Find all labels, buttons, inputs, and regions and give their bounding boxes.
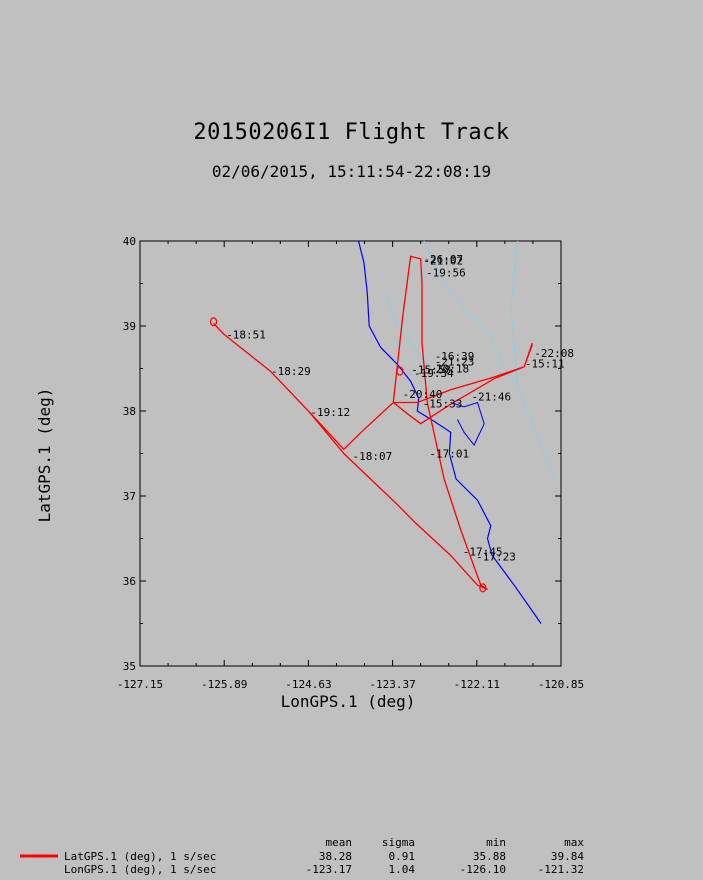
time-label: -19:34	[414, 367, 454, 380]
x-tick-label: -127.15	[117, 678, 163, 691]
time-label: -18:51	[226, 329, 266, 342]
y-tick-label: 35	[123, 660, 136, 673]
coast-line	[357, 240, 542, 624]
track-loop	[209, 317, 218, 327]
flight-track	[209, 255, 533, 593]
x-tick-label: -124.63	[285, 678, 331, 691]
time-label: -20:40	[403, 388, 443, 401]
time-label: -19:12	[310, 406, 350, 419]
time-label: -17:01	[429, 448, 469, 461]
time-label: -17:45	[463, 545, 503, 558]
time-label: -20:18	[429, 363, 469, 376]
flight-track-chart: -127.15 -125.89 -124.63 -123.37 -122.11 -120.…	[35, 235, 584, 711]
river	[510, 240, 519, 386]
time-labels: -26:07-21:02-19:56-18:51-18:29-16:39-21:…	[226, 253, 574, 563]
stats-lat-mean: 38.28	[318, 850, 352, 863]
x-tick-label: -125.89	[201, 678, 247, 691]
stats-lon-max: -121.32	[537, 863, 584, 876]
y-tick-label: 39	[123, 320, 136, 333]
time-label: -19:56	[426, 266, 466, 279]
time-label: -15:58	[411, 363, 451, 376]
y-tick-label: 38	[123, 405, 136, 418]
time-label: -17:23	[476, 550, 516, 563]
coastline	[357, 240, 542, 624]
stats-lat-min: 35.88	[472, 850, 506, 863]
time-label: -18:07	[353, 450, 393, 463]
time-label: -15:33	[423, 397, 463, 410]
stats-header-min: min	[486, 836, 506, 849]
x-tick-label: -122.11	[454, 678, 500, 691]
bay-outline	[450, 401, 485, 446]
stats-lon-sigma: 1.04	[388, 863, 416, 876]
stats-lon-min: -126.10	[459, 863, 506, 876]
track-loop	[396, 366, 404, 376]
stats-lat-sigma: 0.91	[388, 850, 416, 863]
legend-line	[20, 854, 58, 858]
y-tick-label: 40	[123, 235, 136, 248]
legend-label-lat: LatGPS.1 (deg), 1 s/sec	[64, 850, 217, 863]
river	[517, 385, 555, 480]
x-axis-label: LonGPS.1 (deg)	[281, 692, 416, 711]
y-tick-label: 36	[123, 575, 136, 588]
time-label: -22:08	[534, 347, 574, 360]
time-label: -26:07	[423, 253, 463, 266]
track-line	[213, 255, 533, 591]
river	[423, 240, 518, 386]
stats-header-max: max	[564, 836, 584, 849]
stats-header-mean: mean	[325, 836, 353, 849]
chart-title: 20150206I1 Flight Track	[193, 120, 510, 145]
time-label: -21:23	[435, 356, 475, 369]
y-axis-label: LatGPS.1 (deg)	[35, 388, 54, 523]
legend-label-lon: LonGPS.1 (deg), 1 s/sec	[64, 863, 217, 876]
plot-area	[139, 240, 562, 667]
chart-subtitle: 02/06/2015, 15:11:54-22:08:19	[211, 162, 492, 181]
x-tick-label: -120.85	[538, 678, 584, 691]
y-tick-label: 37	[123, 490, 136, 503]
time-label: -21:46	[471, 391, 511, 404]
time-label: -16:39	[435, 350, 475, 363]
time-label: -18:29	[271, 365, 311, 378]
track-loop	[479, 583, 487, 593]
stats-lat-max: 39.84	[550, 850, 584, 863]
stats-header-sigma: sigma	[381, 836, 415, 849]
stats-table: mean sigma min max LatGPS.1 (deg), 1 s/s…	[0, 836, 703, 880]
stats-lon-mean: -123.17	[305, 863, 352, 876]
time-label: -15:11	[525, 357, 565, 370]
time-label: -21:02	[423, 255, 463, 268]
axis-ticks: -127.15 -125.89 -124.63 -123.37 -122.11 -120.…	[117, 235, 584, 691]
x-tick-label: -123.37	[369, 678, 415, 691]
